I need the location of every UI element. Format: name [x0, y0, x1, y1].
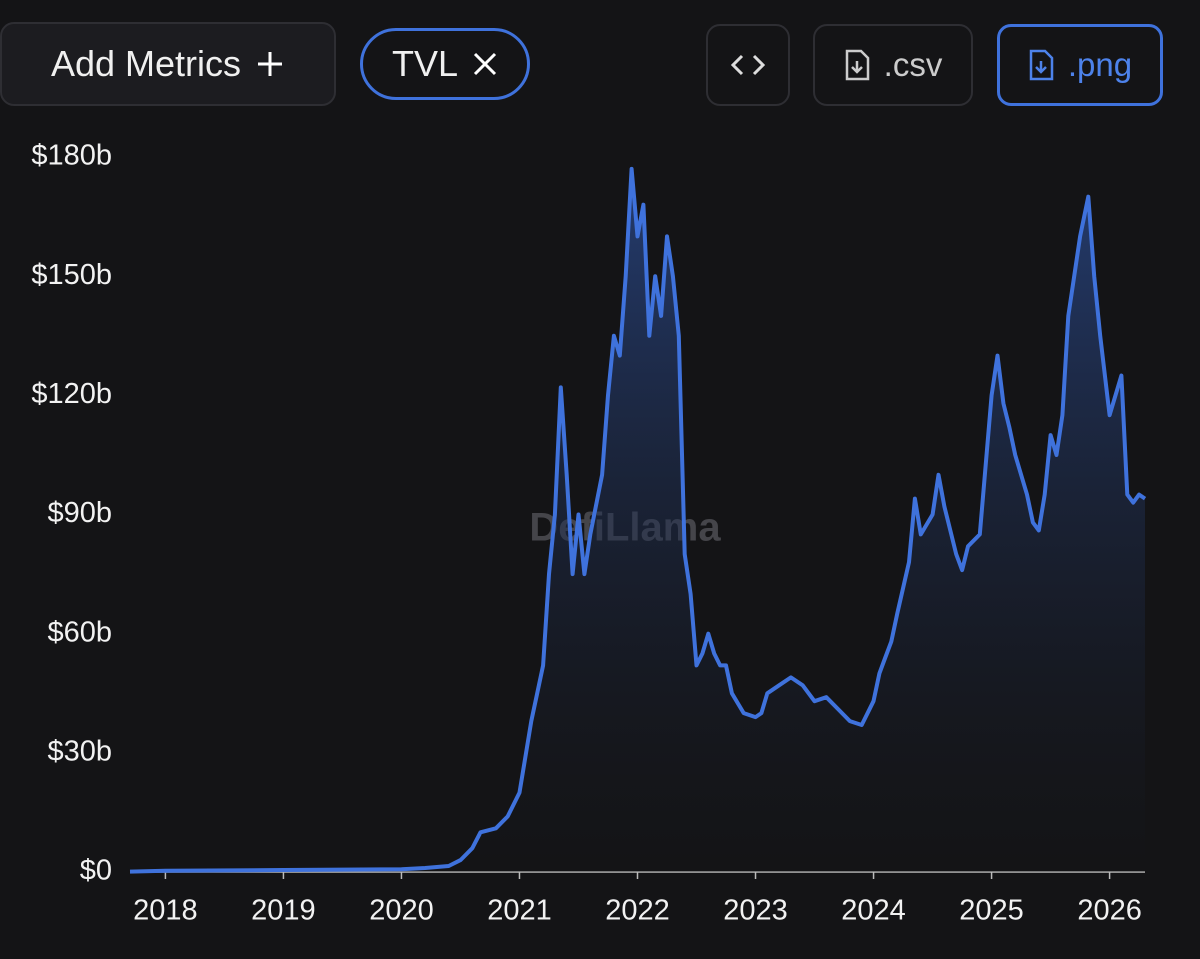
metric-chip[interactable]: TVL [360, 28, 530, 100]
x-tick-label: 2020 [369, 895, 434, 927]
chip-label: TVL [391, 43, 459, 84]
y-tick-label: $150b [31, 259, 112, 291]
x-tick-label: 2026 [1077, 895, 1142, 927]
x-tick-label: 2019 [251, 895, 316, 927]
file-icon [845, 49, 869, 81]
x-tick-label: 2022 [605, 895, 670, 927]
button-label: .csv [883, 46, 943, 83]
x-tick-label: 2025 [959, 895, 1024, 927]
tvl-line [129, 166, 1147, 874]
file-icon [1029, 49, 1054, 81]
button-label: Add Metrics [50, 43, 242, 84]
x-tick-label: 2024 [841, 895, 906, 927]
code-icon [730, 54, 766, 76]
close-icon [473, 52, 497, 76]
y-tick-label: $60b [47, 616, 112, 648]
x-tick-label: 2018 [133, 895, 198, 927]
embed-button[interactable] [706, 24, 790, 106]
y-tick-label: $120b [31, 378, 112, 410]
add-metrics-button[interactable]: Add Metrics [0, 22, 336, 106]
y-tick-label: $90b [47, 497, 112, 529]
watermark: DefiLlama [529, 506, 721, 550]
y-tick-label: $180b [31, 140, 112, 172]
csv-button[interactable]: .csv [813, 24, 973, 106]
y-tick-label: $30b [47, 735, 112, 767]
x-tick-label: 2021 [487, 895, 552, 927]
png-button[interactable]: .png [997, 24, 1163, 106]
plus-icon [258, 52, 283, 76]
area-fill [130, 168, 1145, 872]
button-label: .png [1067, 46, 1133, 83]
x-tick-label: 2023 [723, 895, 788, 927]
y-tick-label: $0 [80, 855, 112, 887]
